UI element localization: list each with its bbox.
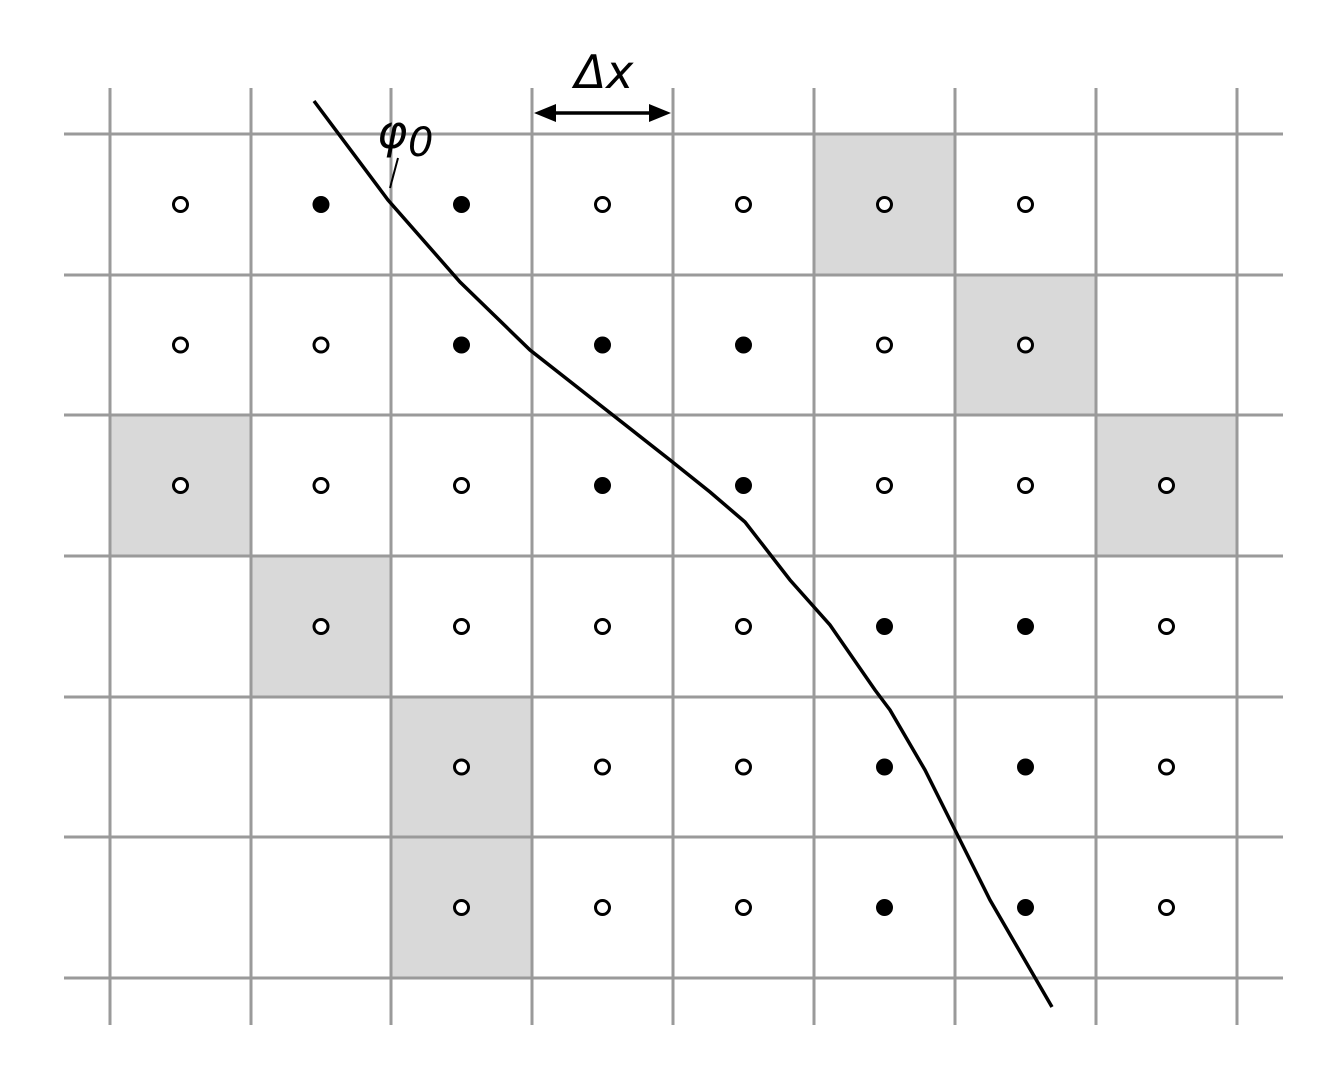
open-node bbox=[1017, 196, 1034, 213]
open-node bbox=[312, 336, 330, 354]
filled-node bbox=[1017, 899, 1034, 916]
filled-node bbox=[312, 196, 330, 213]
filled-node bbox=[453, 336, 470, 354]
open-node bbox=[172, 477, 189, 494]
phi-subscript: 0 bbox=[408, 120, 433, 166]
filled-node bbox=[876, 618, 893, 635]
arrow-head bbox=[649, 104, 671, 122]
open-node bbox=[312, 618, 330, 635]
open-node bbox=[172, 196, 189, 213]
open-node bbox=[735, 196, 752, 213]
open-node bbox=[876, 196, 893, 213]
arrow-head bbox=[534, 104, 556, 122]
filled-node bbox=[735, 336, 752, 354]
open-node bbox=[735, 618, 752, 635]
grid bbox=[64, 88, 1283, 1025]
open-node bbox=[876, 336, 893, 354]
open-node bbox=[453, 618, 470, 635]
open-node bbox=[735, 758, 752, 776]
filled-node bbox=[1017, 758, 1034, 776]
filled-node bbox=[876, 899, 893, 916]
filled-node bbox=[594, 477, 611, 494]
dot-layer bbox=[172, 196, 1175, 916]
interface-curve bbox=[312, 99, 1054, 1008]
filled-node bbox=[1017, 618, 1034, 635]
open-node bbox=[172, 336, 189, 354]
open-node bbox=[876, 477, 893, 494]
open-node bbox=[594, 758, 611, 776]
label-leader bbox=[389, 157, 399, 189]
open-node bbox=[594, 196, 611, 213]
open-node bbox=[1158, 618, 1175, 635]
filled-node bbox=[594, 336, 611, 354]
open-node bbox=[453, 758, 470, 776]
open-node bbox=[1017, 336, 1034, 354]
open-node bbox=[1158, 477, 1175, 494]
open-node bbox=[312, 477, 330, 494]
open-node bbox=[594, 899, 611, 916]
open-node bbox=[735, 899, 752, 916]
filled-node bbox=[876, 758, 893, 776]
open-node bbox=[453, 899, 470, 916]
open-node bbox=[594, 618, 611, 635]
open-node bbox=[1158, 758, 1175, 776]
delta-x-label: Δx bbox=[572, 45, 634, 99]
open-node bbox=[1017, 477, 1034, 494]
open-node bbox=[1158, 899, 1175, 916]
filled-node bbox=[453, 196, 470, 213]
open-node bbox=[453, 477, 470, 494]
phi-label: φ bbox=[377, 105, 407, 159]
filled-node bbox=[735, 477, 752, 494]
